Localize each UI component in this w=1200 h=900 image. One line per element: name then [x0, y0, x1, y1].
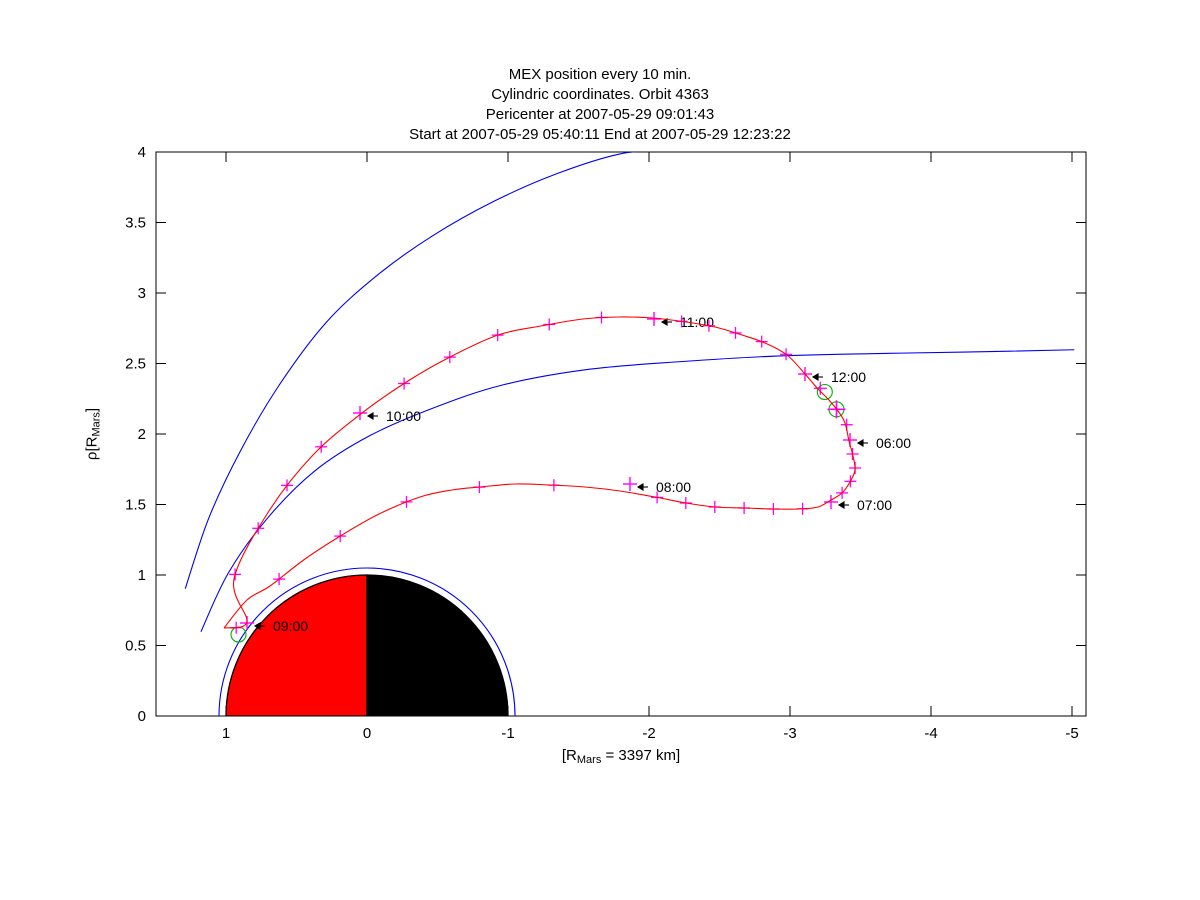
svg-text:2: 2	[138, 426, 146, 443]
svg-text:-1: -1	[501, 725, 514, 742]
svg-text:0: 0	[363, 725, 371, 742]
svg-text:0: 0	[138, 708, 146, 725]
svg-text:12:00: 12:00	[831, 369, 866, 385]
svg-text:08:00: 08:00	[656, 479, 691, 495]
svg-text:1: 1	[138, 567, 146, 584]
svg-text:1: 1	[222, 725, 230, 742]
svg-text:1.5: 1.5	[125, 497, 146, 514]
svg-text:-4: -4	[924, 725, 937, 742]
svg-text:0.5: 0.5	[125, 638, 146, 655]
svg-text:-5: -5	[1065, 725, 1078, 742]
svg-text:07:00: 07:00	[857, 497, 892, 513]
svg-text:3.5: 3.5	[125, 215, 146, 232]
svg-text:06:00: 06:00	[876, 435, 911, 451]
svg-text:3: 3	[138, 285, 146, 302]
svg-text:10:00: 10:00	[386, 408, 421, 424]
svg-text:4: 4	[138, 144, 146, 161]
svg-text:-2: -2	[642, 725, 655, 742]
svg-text:2.5: 2.5	[125, 356, 146, 373]
svg-text:-3: -3	[783, 725, 796, 742]
svg-text:[RMars = 3397 km]: [RMars = 3397 km]	[562, 747, 680, 766]
svg-text:09:00: 09:00	[273, 618, 308, 634]
